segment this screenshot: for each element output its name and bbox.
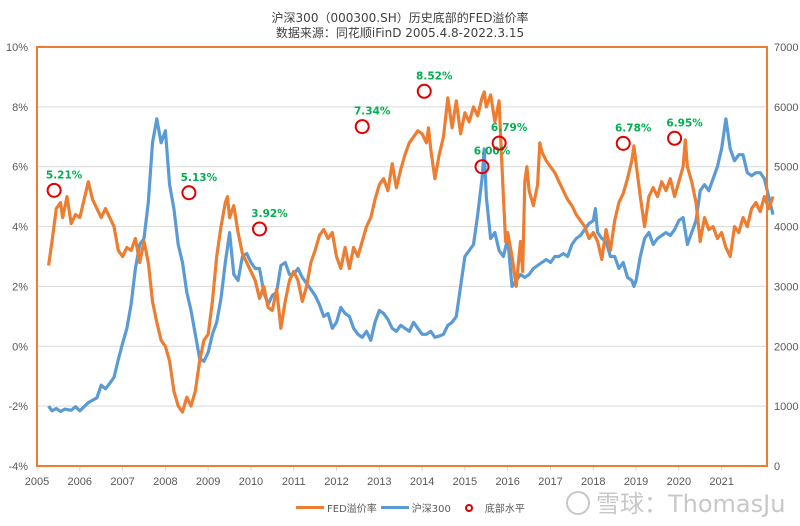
bottom-marker xyxy=(181,185,197,201)
y-tick-label-right: 5000 xyxy=(774,162,798,174)
x-tick-label: 2016 xyxy=(495,476,519,488)
y-tick-label-right: 4000 xyxy=(774,222,798,234)
x-tick-label: 2014 xyxy=(410,476,434,488)
series-lines xyxy=(47,90,775,414)
series-line-hs300 xyxy=(47,117,775,414)
bottom-marker xyxy=(615,135,631,151)
y-tick-label-right: 0 xyxy=(774,461,780,473)
y-tick-label-right: 2000 xyxy=(774,341,798,353)
x-tick-label: 2010 xyxy=(239,476,263,488)
legend-item-hs300[interactable]: 沪深300 xyxy=(380,500,451,515)
x-tick-label: 2005 xyxy=(25,476,49,488)
y-tick-label-left: -2% xyxy=(8,401,28,413)
x-tick-label: 2019 xyxy=(624,476,648,488)
legend-swatch-fed xyxy=(296,506,324,509)
x-axis: 2005 2006 2007 2008 2009 2010 2011 2012 2013 2014… xyxy=(25,466,734,488)
x-tick-label: 2009 xyxy=(196,476,220,488)
plot-frame xyxy=(36,46,768,467)
legend-item-fed[interactable]: FED溢价率 xyxy=(296,500,377,515)
bottom-data-label: 6.78% xyxy=(615,122,652,134)
bottom-marker xyxy=(46,182,62,198)
x-tick-label: 2012 xyxy=(324,476,348,488)
x-tick-label: 2011 xyxy=(282,476,306,488)
y-tick-label-left: -4% xyxy=(8,461,28,473)
legend: FED溢价率 沪深300 底部水平 xyxy=(296,500,529,515)
bottom-marker xyxy=(667,130,683,146)
legend-label-bottom: 底部水平 xyxy=(484,504,525,515)
y-tick-label-left: 6% xyxy=(12,162,28,174)
y-axis-right: 0 1000 2000 3000 4000 5000 6000 7000 xyxy=(774,42,798,473)
bottom-data-label: 6.79% xyxy=(491,122,528,134)
x-tick-label: 2020 xyxy=(667,476,691,488)
bottom-markers: 5.21% 5.13%3.92%7.34%8.52%6.00%6.79% 6.78%… xyxy=(46,70,703,237)
y-axis-left: -4% -2% 0% 2% 4% 6% 8% 10% xyxy=(6,42,28,473)
y-tick-label-right: 1000 xyxy=(774,401,798,413)
x-tick-label: 2013 xyxy=(367,476,391,488)
y-tick-label-left: 10% xyxy=(6,42,28,54)
legend-item-bottom[interactable]: 底部水平 xyxy=(455,500,525,515)
bottom-data-label: 5.13% xyxy=(181,172,218,184)
x-tick-label: 2017 xyxy=(538,476,562,488)
series-line-fed xyxy=(47,90,775,414)
watermark-text: 雪球：ThomasJu xyxy=(596,490,786,518)
x-tick-label: 2015 xyxy=(453,476,477,488)
legend-swatch-hs300 xyxy=(380,506,409,509)
bottom-data-label: 6.95% xyxy=(666,117,703,129)
legend-label-fed: FED溢价率 xyxy=(327,504,377,515)
bottom-data-label: 3.92% xyxy=(251,208,288,220)
bottom-data-label: 8.52% xyxy=(416,70,453,82)
circle-marker-icon xyxy=(464,503,473,512)
x-tick-label: 2021 xyxy=(709,476,733,488)
x-tick-label: 2007 xyxy=(110,476,134,488)
bottom-data-label: 7.34% xyxy=(354,106,391,118)
bottom-marker xyxy=(252,221,268,237)
bottom-marker xyxy=(416,83,432,99)
watermark: 雪球：ThomasJu xyxy=(566,484,785,519)
y-tick-label-left: 2% xyxy=(12,281,28,293)
chart-subtitle: 数据来源：同花顺iFinD 2005.4.8-2022.3.15 xyxy=(275,26,525,40)
x-tick-label: 2018 xyxy=(581,476,605,488)
chart-title: 沪深300（000300.SH）历史底部的FED溢价率 xyxy=(271,11,529,25)
y-tick-label-left: 8% xyxy=(12,102,28,114)
x-tick-label: 2008 xyxy=(153,476,177,488)
y-tick-label-left: 4% xyxy=(12,222,28,234)
bottom-marker xyxy=(354,119,370,135)
legend-label-hs300: 沪深300 xyxy=(411,504,451,515)
y-tick-label-right: 6000 xyxy=(774,102,798,114)
bottom-marker xyxy=(491,135,507,151)
x-tick-label: 2006 xyxy=(68,476,92,488)
y-tick-label-right: 3000 xyxy=(774,281,798,293)
bottom-marker xyxy=(474,159,490,175)
y-tick-label-right: 7000 xyxy=(774,42,798,54)
y-tick-label-left: 0% xyxy=(12,341,28,353)
xueqiu-logo-icon xyxy=(566,491,590,515)
bottom-data-label: 5.21% xyxy=(46,169,83,181)
